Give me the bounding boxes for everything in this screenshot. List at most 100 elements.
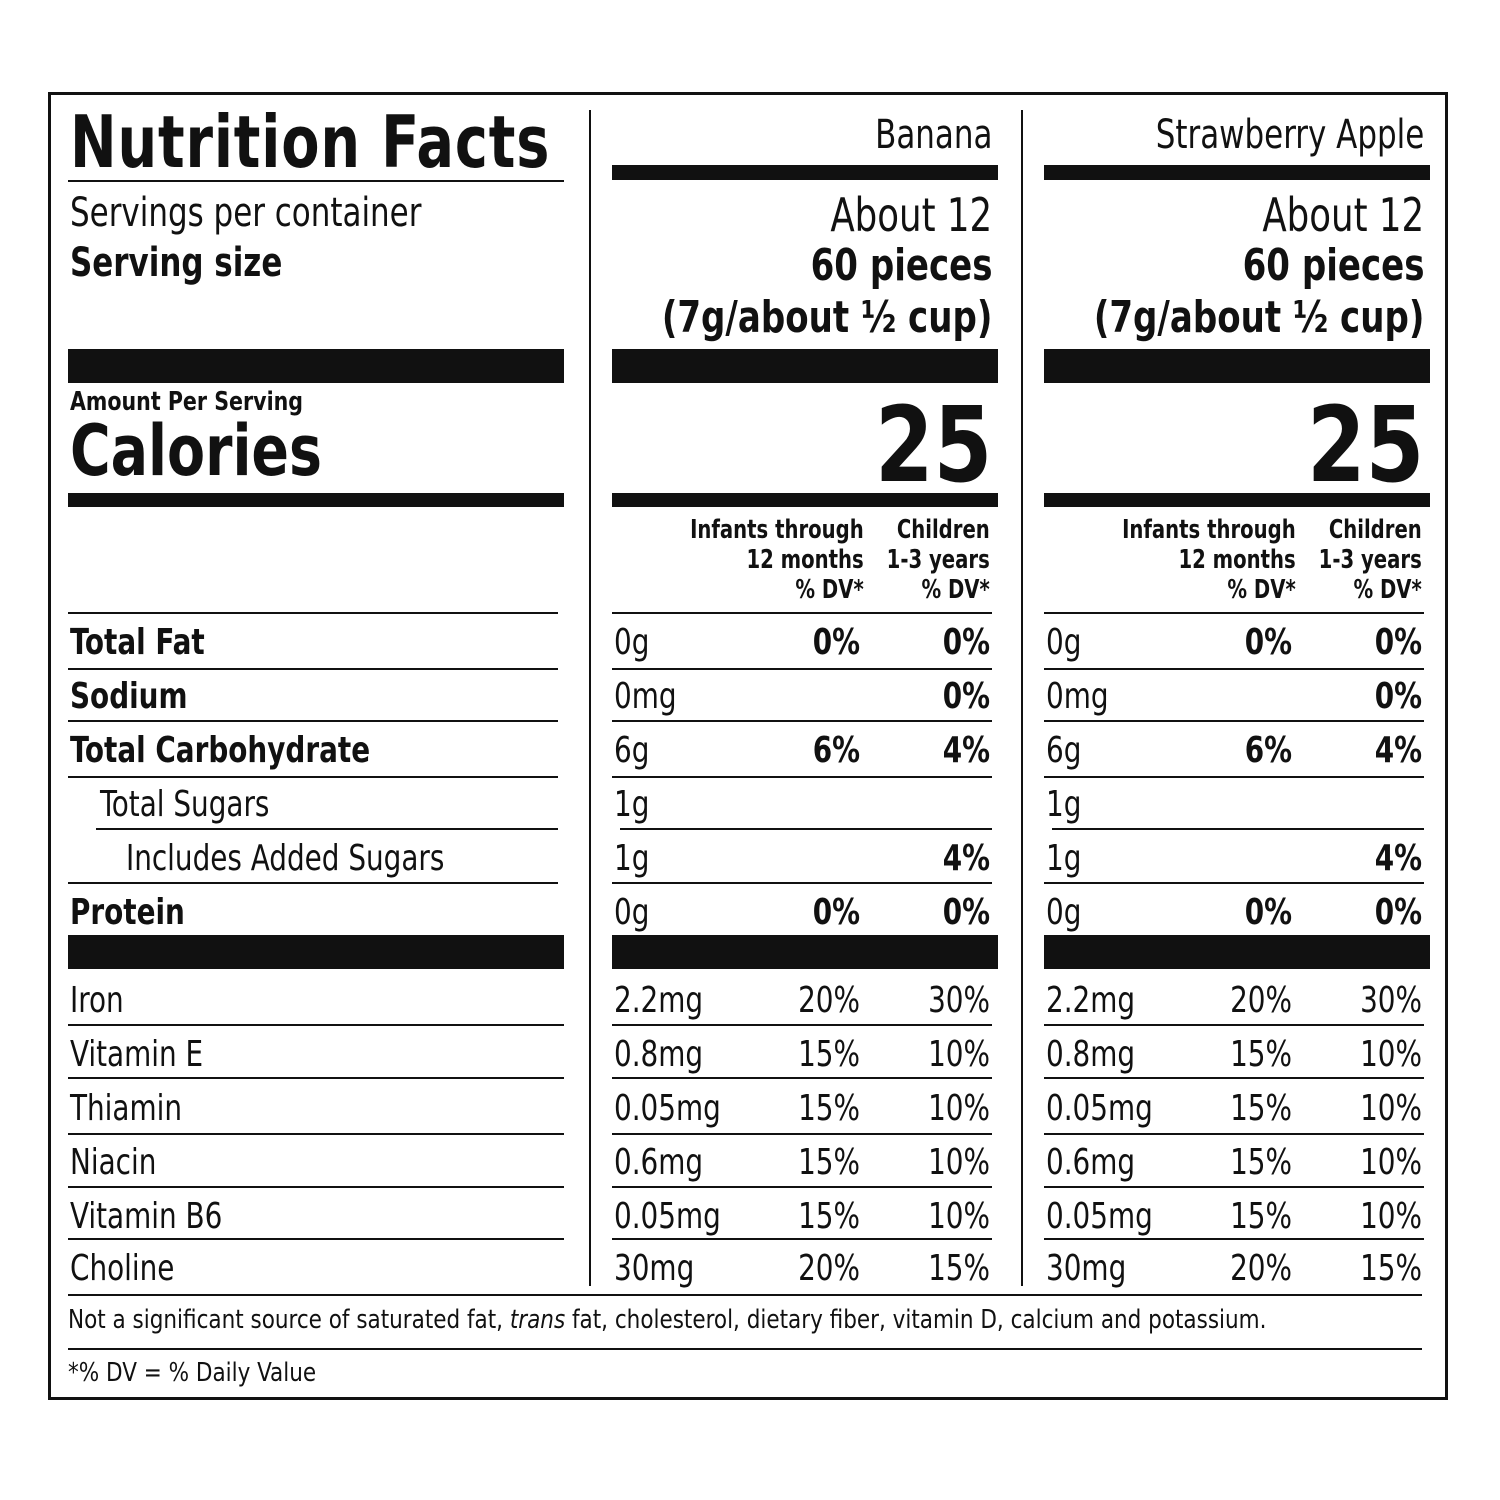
vitamin-amount: 0.6mg bbox=[614, 1142, 704, 1183]
nutrient-dv-child: 0% bbox=[942, 676, 990, 717]
thick-bar bbox=[612, 165, 998, 180]
column-divider bbox=[1021, 110, 1023, 1286]
vitamin-dv-infant: 15% bbox=[1230, 1196, 1292, 1237]
dv-header-line: % DV* bbox=[1353, 575, 1422, 605]
divider bbox=[68, 1024, 564, 1026]
vitamin-dv-infant: 15% bbox=[1230, 1034, 1292, 1075]
divider bbox=[68, 1077, 564, 1079]
nutrient-amount: 1g bbox=[1046, 784, 1082, 825]
vitamin-dv-child: 10% bbox=[928, 1088, 990, 1129]
vitamin-amount: 30mg bbox=[614, 1248, 695, 1289]
vitamin-dv-infant: 20% bbox=[798, 1248, 860, 1289]
dv-header-line: % DV* bbox=[795, 575, 864, 605]
divider bbox=[612, 1186, 992, 1188]
thick-bar bbox=[1044, 935, 1430, 969]
medium-bar bbox=[68, 493, 564, 507]
vitamin-dv-child: 10% bbox=[928, 1034, 990, 1075]
calories-value: 25 bbox=[1306, 384, 1424, 506]
divider bbox=[612, 1238, 992, 1240]
vitamin-dv-child: 30% bbox=[1360, 980, 1422, 1021]
footer-top-line bbox=[68, 1294, 1422, 1296]
nutrient-dv-infant: 6% bbox=[1244, 730, 1292, 771]
medium-bar bbox=[612, 493, 998, 507]
dv-header-line: Children bbox=[1329, 515, 1422, 545]
divider bbox=[1044, 1024, 1424, 1026]
nutrient-dv-infant: 0% bbox=[812, 622, 860, 663]
thick-bar bbox=[68, 935, 564, 969]
vitamin-amount: 0.8mg bbox=[614, 1034, 704, 1075]
vitamin-amount: 2.2mg bbox=[614, 980, 704, 1021]
calories-value: 25 bbox=[874, 384, 992, 506]
vitamin-dv-child: 10% bbox=[1360, 1142, 1422, 1183]
nutrient-dv-infant: 0% bbox=[812, 892, 860, 933]
vitamin-dv-infant: 15% bbox=[798, 1142, 860, 1183]
footnote-part1: Not a significant source of saturated fa… bbox=[68, 1305, 510, 1335]
vitamin-dv-infant: 15% bbox=[1230, 1088, 1292, 1129]
column-divider bbox=[589, 110, 591, 1286]
vitamin-amount: 0.6mg bbox=[1046, 1142, 1136, 1183]
vitamin-label: Thiamin bbox=[70, 1088, 183, 1129]
nutrient-label: Total Sugars bbox=[100, 784, 270, 825]
serving-size-detail: (7g/about ½ cup) bbox=[661, 292, 992, 343]
nutrient-amount: 1g bbox=[614, 784, 650, 825]
dv-header-line: 1-3 years bbox=[886, 545, 990, 575]
dv-header-infants: Infants through 12 months% DV* bbox=[1122, 515, 1296, 605]
dv-header-children: Children 1-3 years% DV* bbox=[887, 515, 990, 605]
vitamin-amount: 0.05mg bbox=[1046, 1088, 1153, 1129]
divider bbox=[68, 776, 558, 778]
dv-header-line: % DV* bbox=[1227, 575, 1296, 605]
divider bbox=[612, 612, 992, 614]
vitamin-amount: 0.05mg bbox=[614, 1088, 721, 1129]
divider bbox=[620, 828, 992, 830]
divider bbox=[612, 1133, 992, 1135]
vitamin-label: Iron bbox=[70, 980, 124, 1021]
column-name: Banana bbox=[874, 112, 992, 158]
vitamin-dv-child: 10% bbox=[928, 1196, 990, 1237]
dv-header-children: Children 1-3 years% DV* bbox=[1319, 515, 1422, 605]
thick-bar bbox=[1044, 165, 1430, 180]
nutrient-amount: 6g bbox=[1046, 730, 1082, 771]
vitamin-dv-child: 10% bbox=[1360, 1034, 1422, 1075]
divider bbox=[1044, 882, 1424, 884]
vitamin-dv-child: 10% bbox=[1360, 1088, 1422, 1129]
dv-header-line: % DV* bbox=[921, 575, 990, 605]
nutrient-amount: 0g bbox=[1046, 622, 1082, 663]
divider bbox=[1044, 1077, 1424, 1079]
divider bbox=[612, 1077, 992, 1079]
nutrient-dv-child: 0% bbox=[1374, 892, 1422, 933]
divider bbox=[1044, 1238, 1424, 1240]
nutrient-dv-child: 4% bbox=[942, 838, 990, 879]
divider bbox=[96, 828, 558, 830]
divider bbox=[1044, 612, 1424, 614]
medium-bar bbox=[1044, 493, 1430, 507]
vitamin-amount: 2.2mg bbox=[1046, 980, 1136, 1021]
nutrient-dv-infant: 0% bbox=[1244, 892, 1292, 933]
vitamin-dv-child: 15% bbox=[928, 1248, 990, 1289]
nutrient-amount: 1g bbox=[614, 838, 650, 879]
divider bbox=[68, 720, 558, 722]
thick-bar bbox=[612, 935, 998, 969]
vitamin-dv-child: 10% bbox=[1360, 1196, 1422, 1237]
divider bbox=[68, 1238, 564, 1240]
nutrient-dv-child: 0% bbox=[942, 892, 990, 933]
serving-size-detail: (7g/about ½ cup) bbox=[1093, 292, 1424, 343]
divider bbox=[612, 720, 992, 722]
page-title: Nutrition Facts bbox=[70, 100, 551, 184]
nutrient-label: Sodium bbox=[70, 676, 188, 717]
nutrient-dv-infant: 0% bbox=[1244, 622, 1292, 663]
divider bbox=[68, 180, 564, 182]
nutrient-amount: 0g bbox=[614, 622, 650, 663]
divider bbox=[1044, 1186, 1424, 1188]
serving-size-value: 60 pieces bbox=[1242, 240, 1424, 291]
divider bbox=[1044, 720, 1424, 722]
dv-header-line: 1-3 years bbox=[1318, 545, 1422, 575]
divider bbox=[68, 668, 558, 670]
divider bbox=[1044, 1133, 1424, 1135]
vitamin-amount: 0.05mg bbox=[1046, 1196, 1153, 1237]
vitamin-amount: 30mg bbox=[1046, 1248, 1127, 1289]
nutrient-label: Total Fat bbox=[70, 622, 205, 663]
serving-size-label: Serving size bbox=[70, 240, 283, 286]
dv-header-line: Children bbox=[897, 515, 990, 545]
nutrient-amount: 0mg bbox=[614, 676, 677, 717]
nutrient-dv-child: 0% bbox=[1374, 622, 1422, 663]
